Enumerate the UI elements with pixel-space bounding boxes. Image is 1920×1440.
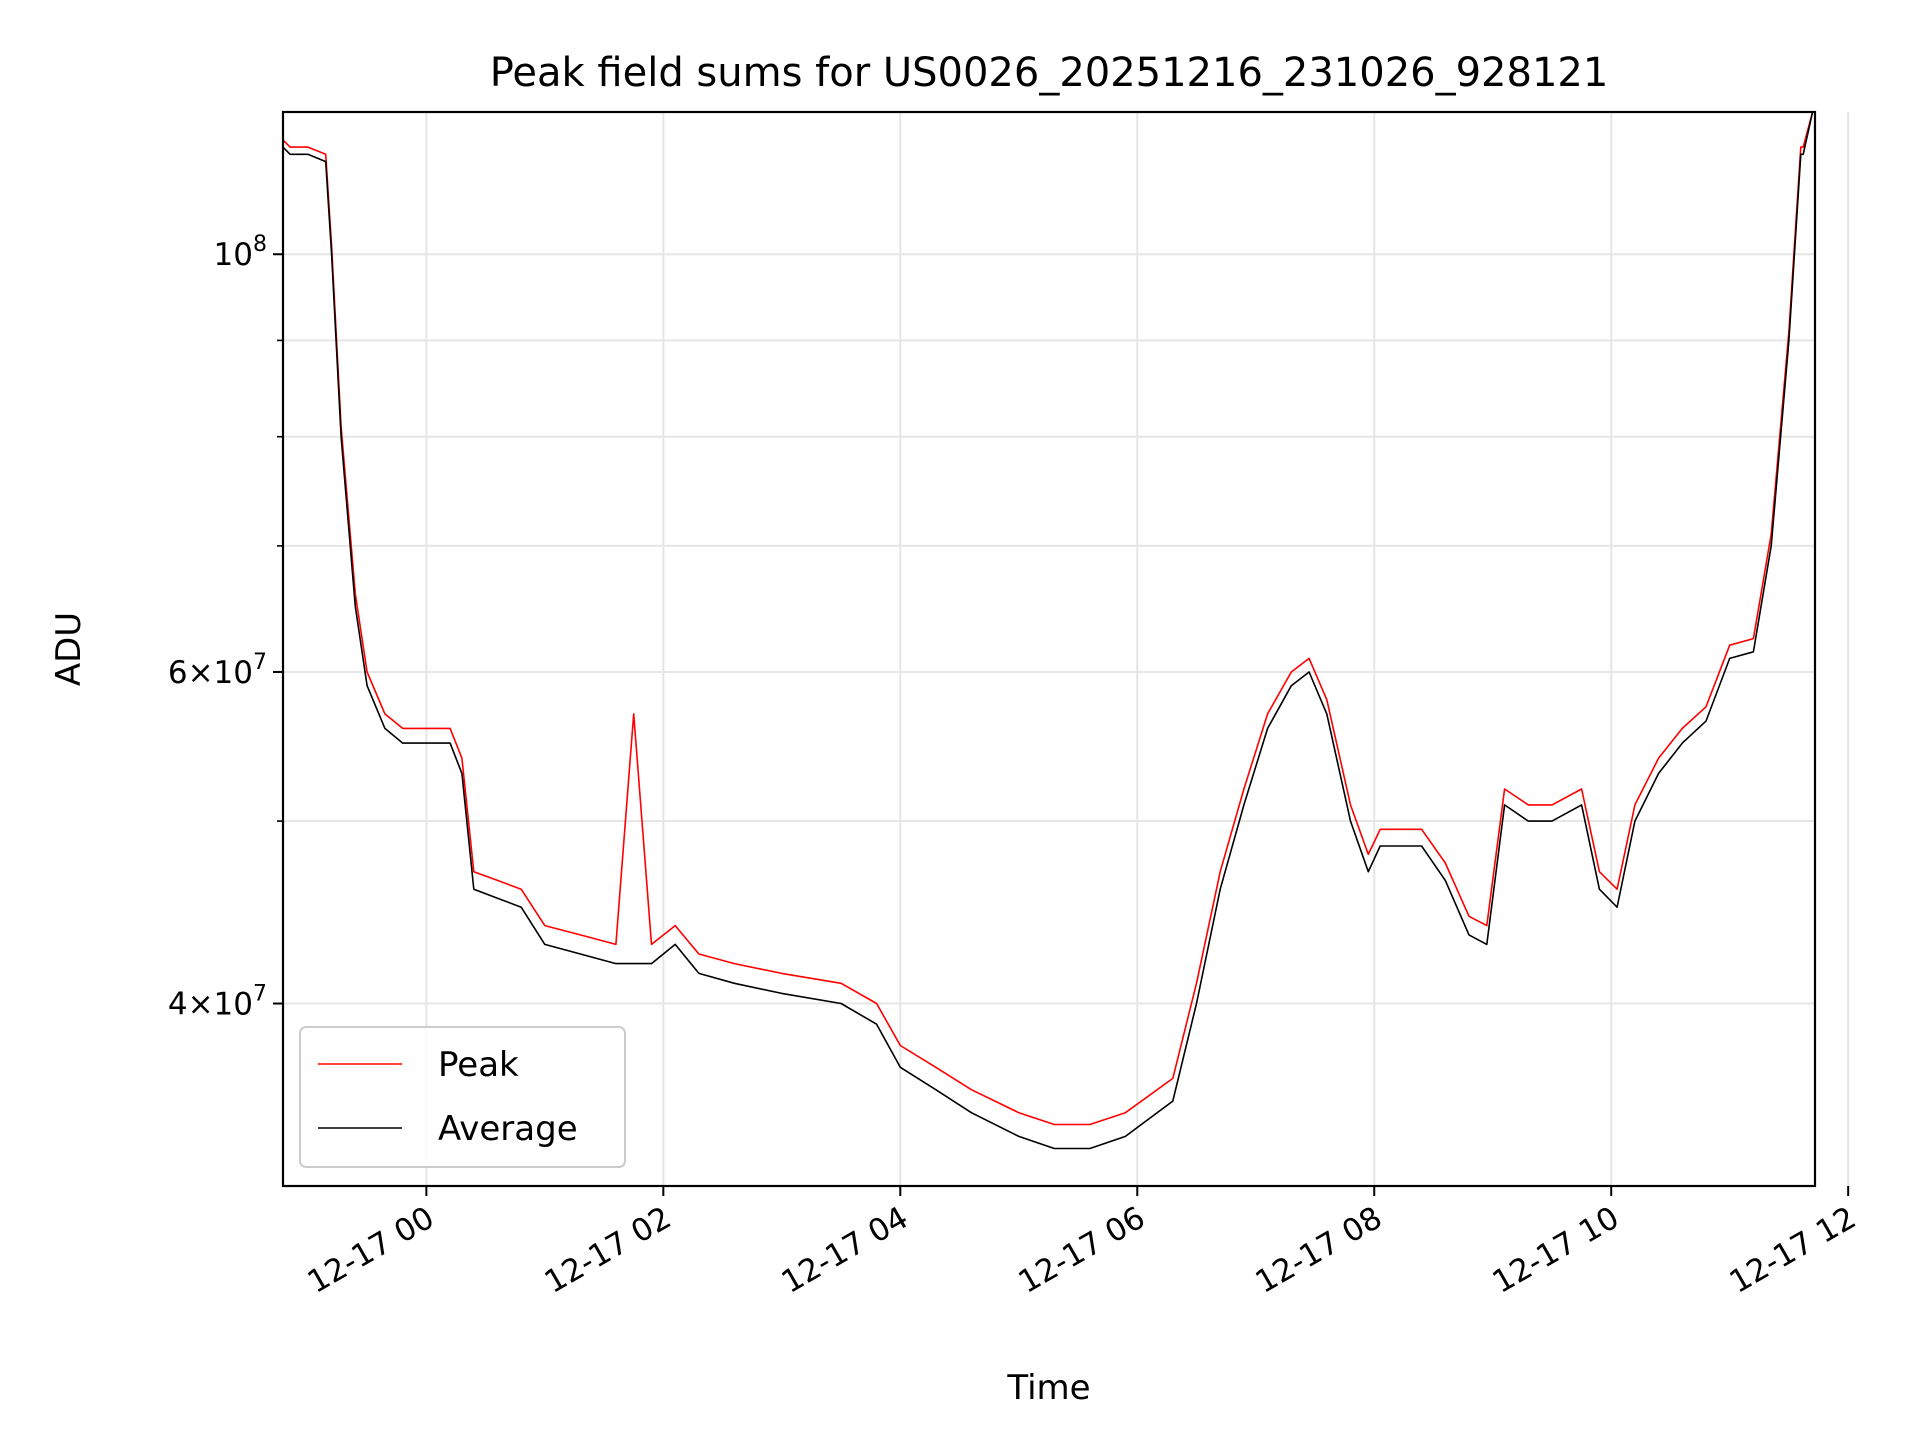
y-tick-exponent: 7: [253, 982, 267, 1007]
y-tick-mantissa: 4: [168, 987, 188, 1023]
y-tick-label: 6×107: [168, 650, 267, 691]
legend-average-label: Average: [438, 1109, 578, 1149]
legend-box: [299, 1026, 626, 1168]
y-axis-label: ADU: [49, 612, 89, 686]
legend: Peak Average: [299, 1026, 626, 1168]
y-tick-mantissa: 10: [214, 237, 253, 273]
chart-title: Peak field sums for US0026_20251216_2310…: [490, 50, 1609, 96]
grid: [283, 112, 1850, 1186]
y-tick-mantissa: 6: [168, 655, 188, 691]
plot-frame: [281, 110, 1817, 1188]
y-tick-exponent: 8: [253, 232, 267, 257]
x-axis-label: Time: [1006, 1368, 1090, 1408]
y-tick-label: 108: [214, 232, 267, 273]
peak-series-line: [283, 112, 1814, 1126]
legend-peak-label: Peak: [438, 1045, 519, 1085]
average-series-line: [283, 112, 1814, 1150]
y-tick-label: 4×107: [168, 982, 267, 1023]
series-layer: [283, 112, 1814, 1150]
y-tick-exponent: 7: [253, 650, 267, 675]
